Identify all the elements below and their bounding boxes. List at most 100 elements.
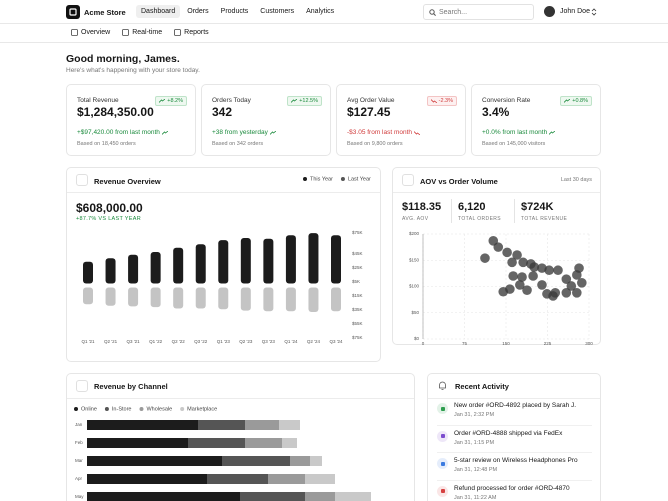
kpi-badge: +12.5% [287,96,322,106]
search-box[interactable]: Search... [423,4,534,20]
trend-arrow [161,130,168,135]
card-title: Recent Activity [455,382,509,391]
revenue-total: $608,000.00 [76,201,143,215]
activity-icon [437,485,448,497]
brand-logo[interactable] [66,5,80,19]
kpi-change: +8.2% [167,98,183,104]
card-title: Revenue Overview [94,177,161,186]
stat-value: $118.35 [402,201,442,213]
brand-name: Acme Store [84,8,126,17]
card-icon [402,174,414,186]
kpi-delta: -$3.05 from last month [347,129,413,136]
nav-link[interactable]: Customers [260,8,295,15]
kpi-label: Avg Order Value [347,97,395,104]
kpi-label: Conversion Rate [482,97,531,104]
kpi-label: Total Revenue [77,97,119,104]
nav-link[interactable]: Orders [187,8,209,15]
kpi-badge: +0.8% [560,96,592,106]
aov-card: AOV vs Order Volume Last 30 days $118.35… [392,167,601,345]
kpi-badge: +8.2% [155,96,187,106]
bell-icon [439,381,446,390]
trend-arrow [549,130,556,135]
kpi-delta-row: +0.0% from last month [482,129,556,136]
stat-value: $724K [521,201,554,213]
revenue-card: Revenue Overview $608,000.00 +87.7% VS L… [66,167,381,362]
nav-link[interactable]: Dashboard [136,5,181,18]
kpi-delta: +38 from yesterday [212,129,268,136]
stat-divider [514,199,515,223]
tab-label: Reports [184,29,209,36]
nav-link[interactable]: Products [220,8,249,15]
activity-icon-dot [440,489,445,493]
kpi-value: $1,284,350.00 [77,105,154,119]
activity-divider [437,479,592,481]
kpi-change: -2.3% [438,98,453,104]
nav-link[interactable]: Analytics [306,8,335,15]
activity-text[interactable]: Refund processed for order #ORD-4870 [454,484,570,492]
user-menu-chevron[interactable] [591,8,597,16]
trend-arrow [564,99,571,103]
card-icon [76,174,88,186]
kpi-delta: +0.0% from last month [482,129,548,136]
kpi-delta: +$97,420.00 from last month [77,129,160,136]
stat-value: 6,120 [458,201,486,213]
kpi-value: 3.4% [482,105,510,119]
trend-arrow [414,130,421,135]
trend-arrow [159,99,166,103]
activity-time: Jan 31, 11:22 AM [454,494,497,501]
user-avatar[interactable] [544,6,555,17]
activity-time: Jan 31, 2:32 PM [454,412,495,418]
kpi-card: Total Revenue +8.2% $1,284,350.00 +$97,420.… [66,84,196,156]
trend-arrow [430,99,437,103]
tab-list: Overview Real-time Reports [71,29,209,36]
user-name[interactable]: John Doe [560,8,590,15]
card-header [67,374,414,399]
card-header [428,374,600,399]
channel-card: Revenue by Channel [66,373,415,501]
kpi-card: Orders Today +12.5% 342 +38 from yesterday B… [201,84,331,156]
kpi-note: Based on 18,450 orders [77,141,136,147]
search-icon [429,9,436,16]
period-label: Last 30 days [560,177,592,183]
activity-time: Jan 31, 1:15 PM [454,439,495,446]
kpi-card: Avg Order Value -2.3% $127.45 -$3.05 from l… [336,84,466,156]
tab-label: Overview [81,29,111,36]
card-header [67,168,380,193]
card-title: AOV vs Order Volume [420,177,498,186]
search-placeholder: Search... [439,9,468,16]
kpi-card: Conversion Rate +0.8% 3.4% +0.0% from last … [471,84,601,156]
top-nav: Acme Store Dashboard Orders Products Custom… [0,0,668,24]
tab-icon [122,29,130,36]
tab-label: Real-time [132,29,163,36]
nav-links: Dashboard Orders Products Customers Analytic… [136,5,339,18]
kpi-note: Based on 9,800 orders [347,141,403,147]
kpi-note: Based on 145,000 visitors [482,141,546,147]
tab[interactable]: Real-time [122,29,162,36]
kpi-label: Orders Today [212,97,251,104]
kpi-change: +0.8% [572,98,588,104]
kpi-change: +12.5% [299,98,318,104]
greeting-subtitle: Here's what's happening with your store … [66,67,200,74]
stat-label: TOTAL ORDERS [458,216,502,222]
kpi-value: 342 [212,105,233,119]
revenue-change: +87.7% VS LAST YEAR [76,216,141,222]
activity-text[interactable]: 5-star review on Wireless Headphones Pro [454,457,578,464]
activity-icon-dot [440,434,445,438]
logo-glyph [69,8,77,16]
activity-text[interactable]: Order #ORD-4888 shipped via FedEx [454,429,563,437]
activity-icon [437,403,448,414]
sub-nav: Overview Real-time Reports [0,24,668,43]
activity-icon [437,458,448,469]
card-title: Revenue by Channel [94,382,168,391]
kpi-value: $127.45 [347,105,391,119]
greeting-title: Good morning, James. [66,53,180,65]
activity-text[interactable]: New order #ORD-4892 placed by Sarah J. [454,402,577,409]
kpi-badge: -2.3% [426,96,457,106]
tab[interactable]: Overview [71,29,110,36]
activity-card: Recent Activity New order #ORD-4892 plac… [427,373,601,501]
tab[interactable]: Reports [174,29,209,36]
tab-icon [71,29,78,36]
kpi-delta-row: +$97,420.00 from last month [77,129,168,136]
activity-icon-dot [440,461,445,466]
